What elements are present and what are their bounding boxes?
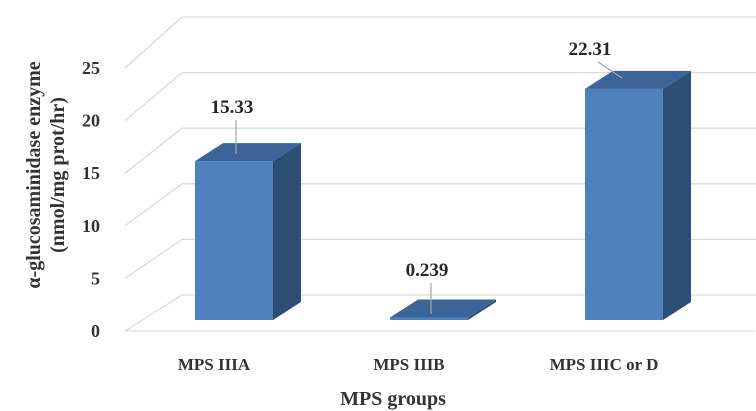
bar-front (390, 317, 468, 320)
bar-front (195, 161, 273, 320)
x-tick-label: MPS IIIA (178, 355, 251, 374)
x-axis-title: MPS groups (340, 388, 446, 410)
leader-line (597, 61, 623, 79)
gridline-diagonal (124, 183, 183, 227)
y-tick-label: 25 (82, 58, 100, 78)
data-label: 0.239 (406, 260, 449, 281)
x-tick-label: MPS IIIB (373, 355, 444, 374)
bar-2 (390, 299, 496, 320)
gridline-diagonal (124, 16, 183, 69)
x-tick-label: MPS IIIC or D (550, 355, 659, 374)
bar-1 (195, 143, 301, 320)
x-axis-ticks: MPS IIIA MPS IIIB MPS IIIC or D (178, 355, 659, 374)
bars (195, 70, 691, 320)
gridline-diagonal (124, 127, 183, 174)
bar-top (195, 143, 301, 162)
y-tick-label: 0 (91, 321, 100, 341)
gridline-diagonal (124, 238, 183, 279)
y-tick-label: 5 (91, 268, 100, 288)
y-axis-title: α-glucosaminidase enzyme (nmol/mg prot/h… (23, 61, 69, 288)
y-axis-title-line1: α-glucosaminidase enzyme (23, 61, 45, 288)
y-tick-label: 20 (82, 111, 100, 131)
bar-side (273, 143, 301, 320)
bar-3 (585, 70, 691, 320)
data-label: 15.33 (211, 97, 254, 118)
gridline-diagonal (124, 294, 183, 332)
data-label-group: 15.33 (211, 97, 254, 154)
y-axis-title-line2: (nmol/mg prot/hr) (47, 97, 69, 253)
bar-side (663, 70, 691, 320)
bar-front (585, 88, 663, 320)
bar-top (390, 299, 496, 318)
y-tick-label: 15 (82, 163, 100, 183)
data-label: 22.31 (569, 39, 612, 60)
gridline-diagonal (124, 72, 183, 122)
data-labels: 15.33 0.239 22.31 (211, 39, 623, 314)
y-axis-ticks: 0 5 10 15 20 25 (82, 58, 100, 341)
data-label-group: 0.239 (406, 260, 449, 314)
bar-side (468, 299, 496, 320)
y-tick-label: 10 (82, 216, 100, 236)
bar-top (585, 70, 691, 89)
data-label-group: 22.31 (569, 39, 623, 79)
